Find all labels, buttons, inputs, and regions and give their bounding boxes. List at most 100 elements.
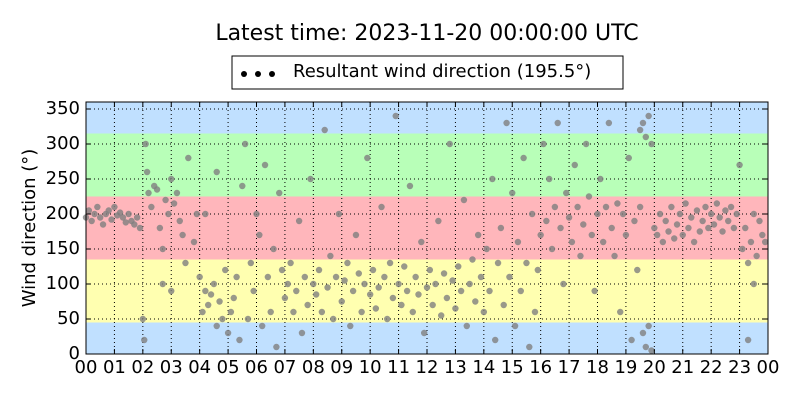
- point: [369, 266, 377, 274]
- point: [213, 168, 220, 176]
- point: [648, 140, 655, 148]
- point: [199, 308, 206, 316]
- band: [86, 102, 768, 134]
- point: [88, 217, 95, 225]
- point: [551, 203, 559, 211]
- point: [91, 210, 98, 218]
- point: [133, 214, 141, 221]
- point: [492, 336, 499, 344]
- point: [560, 280, 567, 288]
- point: [355, 270, 362, 277]
- point: [548, 245, 556, 253]
- point: [642, 133, 650, 141]
- point: [332, 273, 340, 281]
- point: [145, 189, 152, 197]
- point: [497, 224, 505, 232]
- point: [662, 217, 669, 225]
- point: [639, 119, 647, 127]
- point: [185, 154, 192, 162]
- point: [384, 315, 391, 323]
- point: [443, 294, 451, 302]
- point: [116, 209, 124, 216]
- point: [707, 210, 715, 218]
- point: [653, 231, 661, 239]
- point: [341, 277, 348, 284]
- point: [293, 287, 300, 295]
- point: [679, 231, 686, 239]
- point: [631, 217, 638, 225]
- point: [651, 224, 658, 232]
- point: [602, 203, 610, 211]
- point: [594, 210, 601, 218]
- x-tick-label: 04: [188, 357, 211, 378]
- point: [409, 308, 416, 316]
- point: [523, 259, 530, 267]
- point: [682, 200, 689, 207]
- point: [247, 259, 255, 267]
- point: [514, 238, 522, 246]
- legend-label: Resultant wind direction (195.5°): [293, 61, 591, 82]
- point: [702, 203, 709, 211]
- point: [636, 126, 644, 134]
- point: [739, 245, 746, 253]
- point: [463, 322, 470, 330]
- point: [159, 245, 166, 253]
- point: [446, 140, 453, 148]
- point: [321, 126, 328, 134]
- point: [375, 284, 382, 291]
- point: [278, 266, 286, 274]
- point: [671, 235, 678, 242]
- point: [111, 203, 118, 211]
- point: [386, 259, 394, 267]
- point: [733, 210, 740, 218]
- point: [395, 280, 402, 288]
- x-tick-label: 17: [558, 357, 581, 378]
- point: [761, 238, 769, 246]
- point: [156, 224, 164, 232]
- point: [258, 322, 266, 330]
- point: [250, 287, 257, 295]
- point: [401, 263, 408, 270]
- point: [531, 308, 539, 316]
- x-tick-label: 03: [160, 357, 183, 378]
- point: [597, 175, 604, 183]
- point: [335, 210, 343, 218]
- point: [676, 210, 684, 218]
- point: [753, 252, 760, 260]
- point: [719, 228, 726, 235]
- point: [204, 301, 212, 309]
- point: [580, 221, 587, 228]
- point: [509, 189, 516, 197]
- point: [253, 210, 260, 218]
- point: [307, 175, 314, 183]
- point: [264, 273, 272, 281]
- point: [713, 200, 721, 207]
- point: [141, 336, 148, 344]
- point: [690, 238, 698, 246]
- point: [705, 224, 712, 232]
- point: [162, 196, 169, 204]
- point: [622, 231, 630, 239]
- y-tick-label: 150: [46, 238, 80, 259]
- point: [628, 336, 635, 344]
- point: [122, 219, 129, 226]
- y-tick-label: 100: [46, 273, 80, 294]
- point: [591, 287, 598, 295]
- point: [327, 252, 334, 260]
- point: [222, 266, 229, 274]
- point: [636, 203, 644, 211]
- point: [483, 245, 490, 253]
- point: [398, 301, 405, 309]
- x-tick-label: 11: [387, 357, 410, 378]
- point: [99, 221, 107, 228]
- x-tick-label: 13: [444, 357, 467, 378]
- x-tick-label: 09: [330, 357, 353, 378]
- x-tick-label: 02: [131, 357, 154, 378]
- point: [599, 238, 607, 246]
- point: [287, 259, 294, 267]
- point: [159, 280, 166, 288]
- point: [608, 224, 615, 232]
- point: [153, 186, 161, 193]
- point: [693, 207, 701, 214]
- point: [236, 336, 243, 344]
